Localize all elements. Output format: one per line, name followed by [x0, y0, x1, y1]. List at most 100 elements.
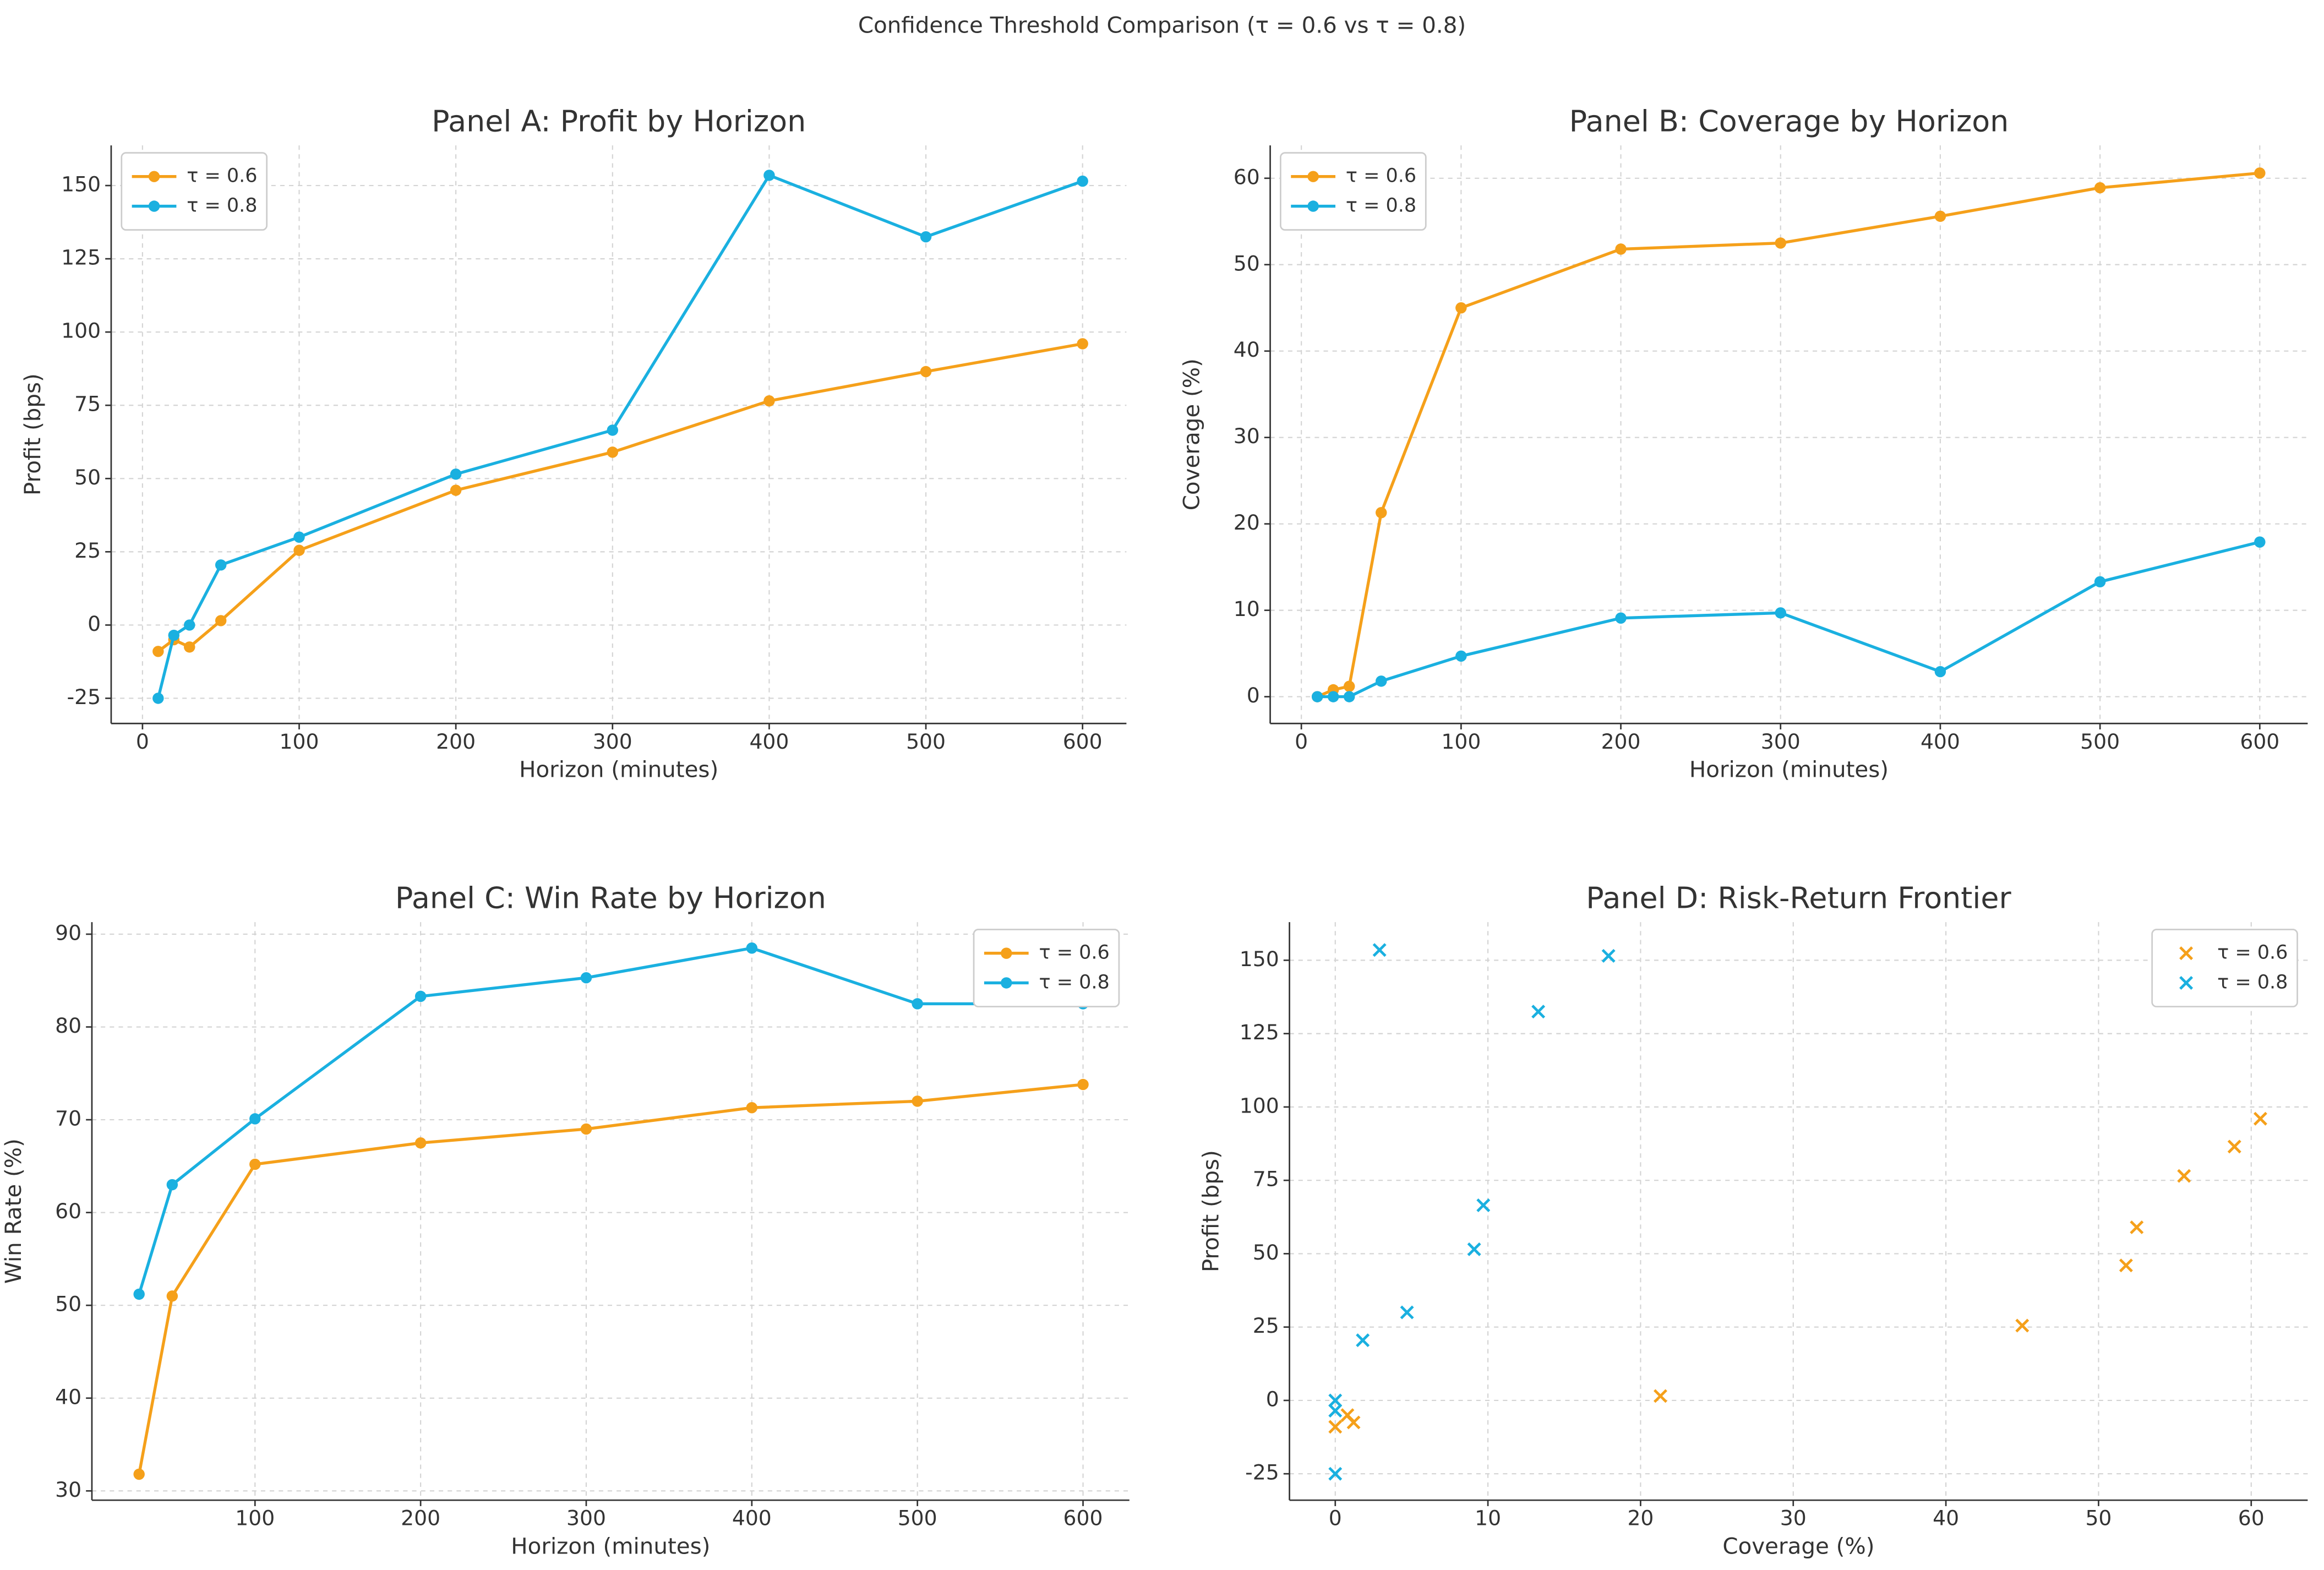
y-tick-label: 80 [55, 1013, 81, 1038]
point [2227, 1140, 2241, 1154]
line [157, 342, 1083, 653]
x-tick-label: 60 [2238, 1506, 2265, 1530]
y-tick-label: 30 [55, 1478, 81, 1502]
point [746, 1102, 758, 1114]
point [1343, 691, 1355, 702]
point [1343, 680, 1355, 692]
legend-label: τ = 0.6 [2217, 942, 2288, 964]
x-tick-label: 500 [2080, 729, 2120, 754]
point [1328, 1467, 1343, 1481]
y-tick-label: 90 [55, 920, 81, 945]
legend-marker [1001, 947, 1012, 959]
x-tick-label: 100 [1441, 729, 1481, 754]
legend-marker [148, 200, 160, 212]
panel: -25 0 25 50 75 100 125 150 0 100 200 300 400 500 600 Pa… [20, 103, 1127, 782]
y-tick-label: 100 [1240, 1093, 1279, 1117]
y-tick-label: 0 [1266, 1387, 1279, 1411]
point [746, 942, 758, 954]
point [763, 395, 775, 407]
point [293, 531, 305, 543]
point [152, 693, 164, 704]
point [133, 1468, 145, 1480]
point [249, 1113, 261, 1125]
legend-label: τ = 0.6 [187, 165, 257, 187]
y-tick-label: 60 [55, 1199, 81, 1223]
x-tick-label: 600 [1063, 729, 1103, 754]
point [249, 1158, 261, 1170]
y-tick-label: 40 [55, 1384, 81, 1409]
point [2094, 576, 2106, 588]
y-tick-label: 60 [1234, 165, 1260, 189]
legend-box [121, 152, 268, 231]
figure-title: Confidence Threshold Comparison (τ = 0.6… [858, 13, 1466, 39]
point [1615, 243, 1627, 255]
point [133, 1288, 145, 1300]
legend-box [1280, 152, 1427, 231]
x-tick-label: 200 [1601, 729, 1641, 754]
legend-label: τ = 0.6 [1346, 165, 1416, 187]
x-tick-label: 400 [749, 729, 789, 754]
point [414, 990, 427, 1002]
point [1356, 1333, 1370, 1348]
y-tick-label: 50 [1253, 1240, 1279, 1264]
point [1372, 943, 1387, 957]
point [184, 641, 195, 653]
point [1327, 691, 1339, 702]
point [1077, 175, 1088, 187]
point [2254, 167, 2266, 179]
y-tick-label: 30 [1234, 424, 1260, 448]
point [1400, 1305, 1414, 1320]
point [166, 1179, 178, 1191]
y-tick-label: 125 [1240, 1020, 1279, 1044]
y-tick-label: 75 [74, 392, 101, 416]
y-tick-label: 75 [1253, 1167, 1279, 1191]
point [1328, 1393, 1343, 1408]
x-tick-label: 20 [1627, 1506, 1654, 1530]
x-tick-label: 400 [732, 1506, 772, 1530]
legend-marker [2179, 975, 2194, 990]
legend-marker [1307, 171, 1319, 182]
legend-label: τ = 0.8 [1346, 195, 1416, 217]
point [1077, 1078, 1089, 1091]
x-tick-label: 0 [1329, 1506, 1342, 1530]
panel: 30 40 50 60 70 80 90 100 200 300 400 500 600 Panel C:… [1, 880, 1130, 1559]
y-tick-label: 125 [61, 246, 101, 270]
legend-label: τ = 0.6 [1039, 942, 1110, 964]
y-tick-label: 40 [1234, 337, 1260, 362]
legend-marker [148, 171, 160, 182]
point [1467, 1242, 1481, 1256]
point [450, 484, 462, 496]
point [580, 972, 592, 984]
point [1654, 1389, 1667, 1403]
point [166, 1290, 178, 1302]
point [168, 629, 180, 641]
point [1455, 650, 1467, 662]
panel: -25 0 25 50 75 100 125 150 0 10 20 30 40 50 60 Panel D:… [1198, 880, 2308, 1559]
x-tick-label: 100 [280, 729, 319, 754]
legend-marker [2179, 946, 2194, 961]
x-tick-label: 0 [136, 729, 149, 754]
x-tick-label: 50 [2085, 1506, 2112, 1530]
x-tick-label: 300 [1761, 729, 1801, 754]
y-tick-label: 50 [1234, 251, 1260, 275]
panel-title: Panel C: Win Rate by Horizon [395, 880, 826, 915]
point [1615, 612, 1627, 624]
x-axis-label: Horizon (minutes) [1689, 756, 1889, 782]
y-axis-label: Coverage (%) [1179, 358, 1205, 510]
x-tick-label: 400 [1921, 729, 1960, 754]
point [1346, 1415, 1361, 1430]
y-tick-label: -25 [67, 685, 101, 709]
y-tick-label: 70 [55, 1106, 81, 1131]
y-tick-label: 20 [1234, 510, 1260, 535]
y-tick-label: 100 [61, 319, 101, 343]
point [1376, 675, 1387, 687]
legend-box [2151, 929, 2298, 1007]
point [414, 1137, 427, 1149]
y-tick-label: 0 [1247, 683, 1260, 707]
x-tick-label: 300 [593, 729, 632, 754]
point [1601, 948, 1616, 963]
legend-label: τ = 0.8 [187, 195, 257, 217]
